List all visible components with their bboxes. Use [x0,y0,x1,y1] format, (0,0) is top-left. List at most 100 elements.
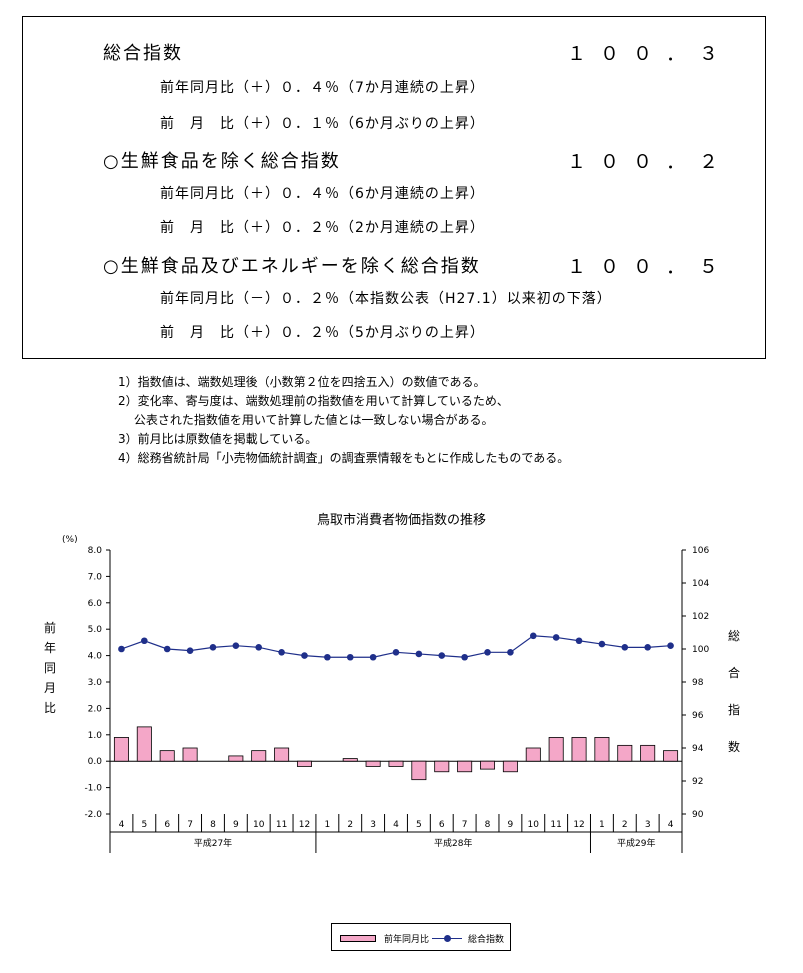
index-point [667,642,674,649]
category-label: 10 [528,820,540,830]
left-axis-title-char: 年 [44,641,56,655]
index-point [415,650,423,658]
summary-value-core: １００．２ [567,151,733,173]
bar [548,737,564,762]
legend-bar-swatch [340,935,376,942]
category-label: 4 [668,820,674,830]
summary-yoy-core: 前年同月比（＋）０．４％（6か月連続の上昇） [160,186,485,202]
left-axis-title-char: 同 [44,661,56,675]
category-label: 6 [439,820,445,830]
category-label: 7 [187,820,193,830]
summary-mom-core: 前 月 比（＋）０．２％（2か月連続の上昇） [160,220,485,236]
index-point [301,652,308,659]
left-tick-label: 0.0 [88,757,103,767]
right-axis-title-char: 総 [728,629,740,643]
bar [296,760,312,767]
legend-bar-label: 前年同月比 [384,935,430,945]
index-point [392,649,400,656]
bar [434,760,450,773]
bar [182,747,198,762]
chart-title: 鳥取市消費者物価指数の推移 [316,513,486,528]
index-point [598,640,606,648]
note-4: 3）前月比は原数値を掲載している。 [118,432,318,446]
right-tick-label: 100 [692,645,709,655]
left-tick-label: 7.0 [88,572,103,582]
summary-value-total: １００．３ [567,43,733,65]
index-point [209,644,217,651]
category-label: 3 [370,820,376,830]
right-tick-label: 94 [692,744,704,754]
category-label: 12 [573,820,584,830]
index-point [369,653,377,661]
left-tick-label: -2.0 [84,810,102,820]
category-label: 8 [210,820,216,830]
index-point [163,645,171,653]
right-tick-label: 92 [692,777,703,787]
bar [457,760,473,773]
left-tick-label: 2.0 [88,704,103,714]
note-3: 公表された指数値を用いて計算した値とは一致しない場合がある。 [118,413,494,427]
category-label: 11 [550,820,561,830]
bar [640,744,656,762]
bar [113,737,129,762]
category-label: 7 [462,820,468,830]
notes: 1）指数値は、端数処理後（小数第２位を四捨五入）の数値である。 2）変化率、寄与… [118,373,569,468]
legend-marker-icon [444,935,451,942]
right-axis-title-char: 合 [728,665,740,680]
index-point [438,652,446,659]
index-point [141,637,148,645]
chart-legend: 前年同月比 総合指数 [331,923,511,951]
note-5: 4）総務省統計局「小売物価統計調査」の調査票情報をもとに作成したものである。 [118,451,570,465]
bar [274,747,290,762]
index-point [232,642,240,649]
category-label: 5 [416,820,422,830]
year-label: 平成29年 [617,837,655,849]
category-label: 12 [299,820,310,830]
category-label: 3 [645,820,651,830]
category-label: 8 [485,820,491,830]
summary-yoy-total: 前年同月比（＋）０．４％（7か月連続の上昇） [160,80,485,96]
right-tick-label: 104 [692,579,709,589]
category-label: 2 [347,820,353,830]
index-point [278,649,285,656]
summary-yoy-core-core: 前年同月比（－）０．２％（本指数公表（H27.1）以来初の下落） [160,291,612,307]
left-tick-label: 1.0 [88,731,103,741]
bar [159,750,175,762]
left-tick-label: 3.0 [88,678,103,688]
index-point [118,645,125,653]
legend-line-label: 総合指数 [468,935,505,945]
left-tick-label: -1.0 [84,784,102,794]
bar [228,755,244,762]
right-tick-label: 102 [692,612,709,622]
bar [342,758,358,762]
bar [365,760,381,767]
index-point [186,647,194,654]
summary-title-core-core: ○生鮮食品及びエネルギーを除く総合指数 [103,256,481,277]
right-tick-label: 106 [692,546,709,556]
bar [525,747,541,762]
summary-box: 総合指数 １００．３ 前年同月比（＋）０．４％（7か月連続の上昇） 前 月 比（… [22,16,766,359]
year-label: 平成27年 [194,837,232,849]
right-tick-label: 90 [692,810,704,820]
bar [594,737,610,762]
right-tick-label: 98 [692,678,704,688]
category-label: 9 [233,820,239,830]
index-point [461,653,468,661]
right-axis-title-char: 指 [728,702,740,717]
left-axis-title-char: 比 [44,701,56,715]
bar [411,760,427,781]
bar [251,750,267,762]
index-point [507,649,514,656]
bar [502,760,518,773]
category-label: 4 [393,820,399,830]
bar [136,726,152,762]
category-label: 9 [508,820,514,830]
left-tick-label: 5.0 [88,625,103,635]
index-point [255,644,263,651]
bar [663,750,679,762]
summary-title-core: ○生鮮食品を除く総合指数 [103,151,341,172]
index-point [484,649,491,656]
year-label: 平成28年 [434,837,472,849]
index-point [529,632,537,640]
left-tick-label: 4.0 [88,652,103,662]
